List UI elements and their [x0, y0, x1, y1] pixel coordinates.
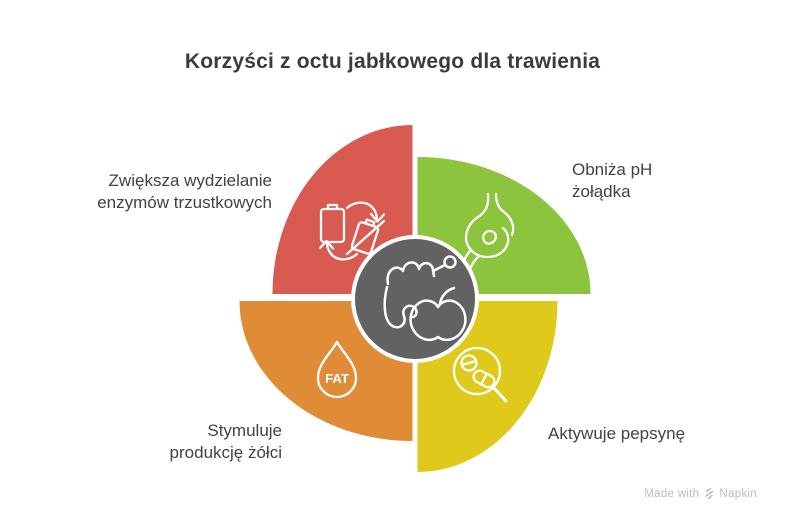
watermark: Made with Napkin	[644, 487, 757, 500]
label-line: enzymów trzustkowych	[97, 192, 272, 212]
label-line: produkcję żółci	[169, 442, 282, 462]
label-line: Stymuluje	[207, 421, 282, 440]
fat-droplet-icon: FAT	[316, 340, 358, 399]
fat-label: FAT	[325, 371, 349, 386]
watermark-brand: Napkin	[719, 487, 757, 500]
intestine-icon	[383, 255, 457, 329]
apple-icon	[409, 286, 467, 342]
label-stomach-ph: Obniża pH żołądka	[572, 159, 652, 202]
label-line: Obniża pH	[572, 160, 653, 179]
battery-recycle-icon	[318, 201, 386, 261]
label-line: Aktywuje pepsynę	[548, 424, 686, 443]
pills-magnifier-icon	[452, 346, 508, 403]
watermark-prefix: Made with	[644, 487, 700, 500]
center-circle	[351, 235, 479, 363]
label-bile: Stymuluje produkcję żółci	[170, 420, 282, 463]
page-title: Korzyści z octu jabłkowego dla trawienia	[184, 50, 601, 73]
label-pepsin: Aktywuje pepsynę	[548, 423, 685, 445]
label-line: żołądka	[572, 181, 631, 201]
label-line: Zwiększa wydzielanie	[108, 171, 272, 190]
label-pancreatic-enzymes: Zwiększa wydzielanie enzymów trzustkowyc…	[97, 170, 272, 213]
napkin-logo-icon	[705, 487, 714, 500]
